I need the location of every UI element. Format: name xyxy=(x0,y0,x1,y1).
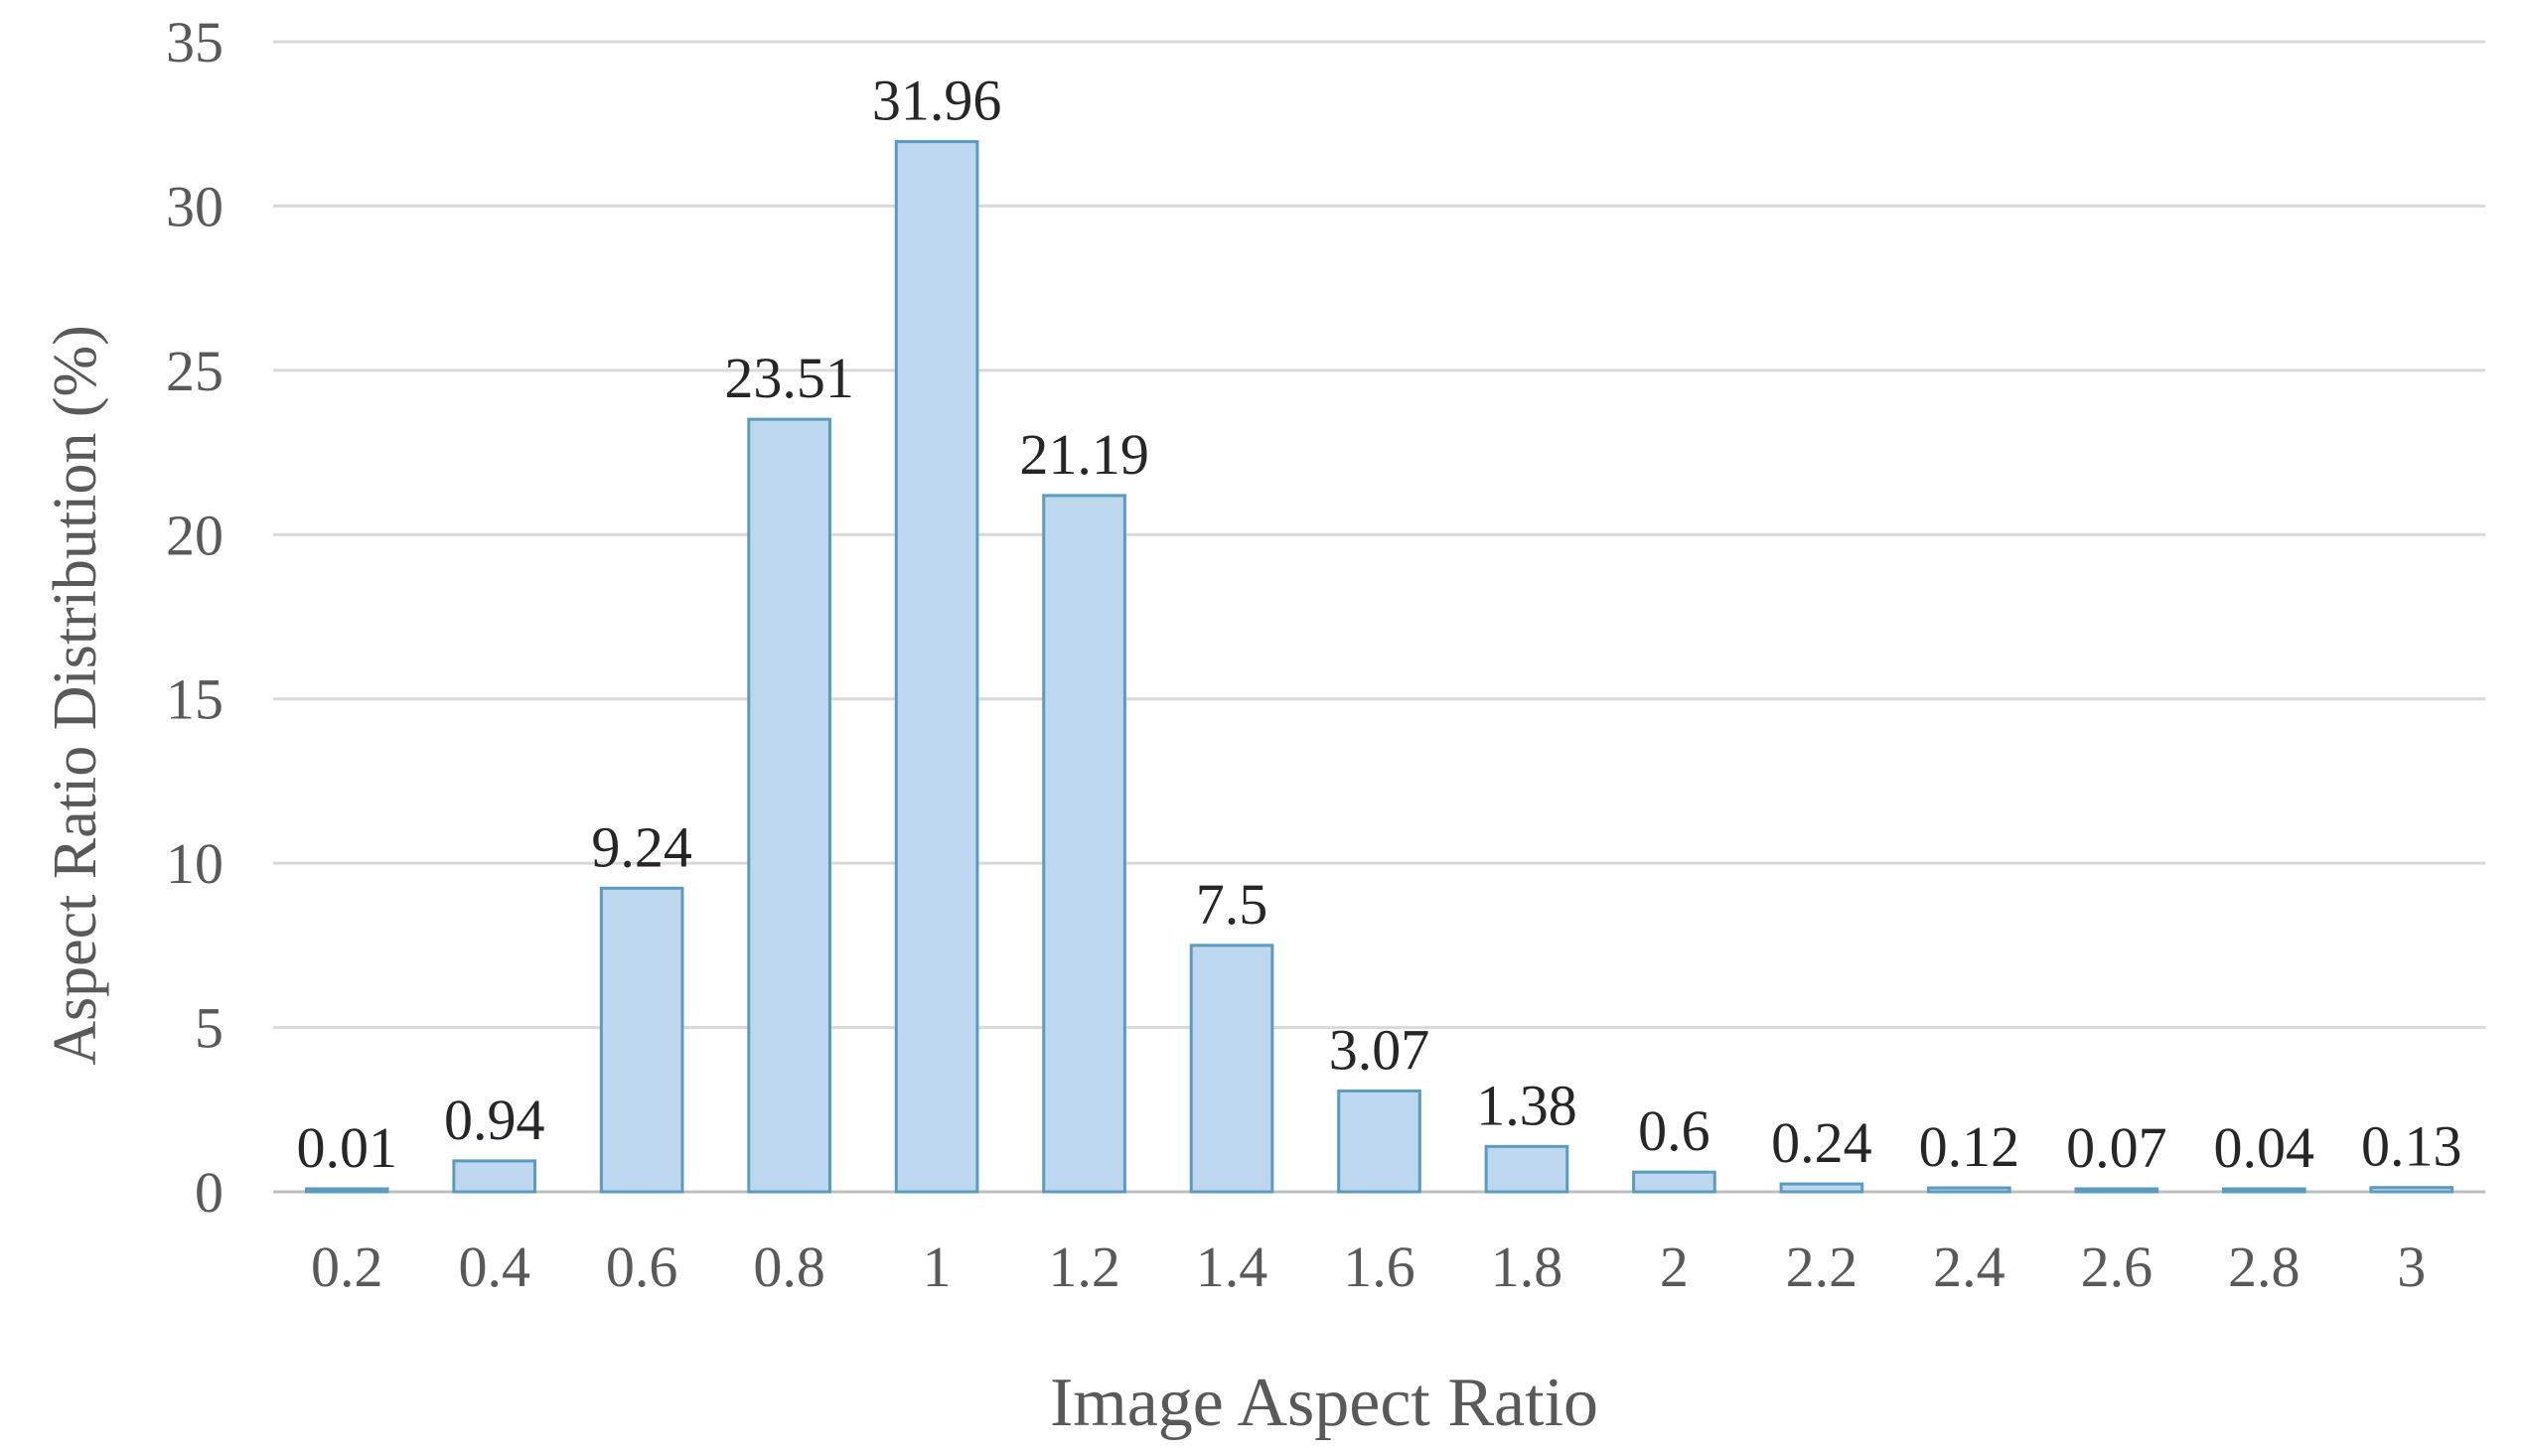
bar xyxy=(1927,1186,2011,1194)
bar xyxy=(1779,1182,1864,1194)
y-tick-label: 0 xyxy=(195,1160,223,1225)
x-tick-label: 1.8 xyxy=(1491,1235,1563,1299)
x-tick-label: 2.8 xyxy=(2228,1235,2301,1299)
data-label: 0.24 xyxy=(1771,1110,1872,1175)
x-tick-label: 0.6 xyxy=(606,1235,678,1299)
data-label: 3.07 xyxy=(1329,1017,1430,1082)
bar xyxy=(1484,1144,1569,1194)
x-tick-label: 2.6 xyxy=(2081,1235,2153,1299)
bar xyxy=(894,140,979,1194)
data-label: 7.5 xyxy=(1196,872,1268,937)
bar xyxy=(2221,1187,2306,1194)
bar xyxy=(599,886,684,1194)
y-tick-label: 30 xyxy=(166,174,223,238)
bar xyxy=(1189,944,1274,1194)
data-label: 1.38 xyxy=(1476,1073,1577,1137)
data-label: 0.6 xyxy=(1638,1098,1710,1163)
data-label: 9.24 xyxy=(591,814,692,879)
x-tick-label: 0.4 xyxy=(458,1235,530,1299)
y-tick-label: 10 xyxy=(166,831,223,896)
x-tick-label: 0.8 xyxy=(753,1235,825,1299)
y-axis-title: Aspect Ratio Distribution (%) xyxy=(42,325,109,1066)
x-tick-label: 1.2 xyxy=(1048,1235,1120,1299)
y-tick-label: 20 xyxy=(166,503,223,567)
y-tick-label: 25 xyxy=(166,339,223,403)
data-label: 0.01 xyxy=(296,1115,397,1180)
data-label: 0.04 xyxy=(2214,1115,2315,1180)
y-tick-label: 35 xyxy=(166,10,223,74)
bar-layer xyxy=(304,140,2454,1194)
data-label: 0.94 xyxy=(444,1088,545,1152)
data-label: 0.07 xyxy=(2066,1115,2167,1180)
x-tick-label: 2 xyxy=(1660,1235,1689,1299)
bar xyxy=(747,417,831,1194)
bar xyxy=(2074,1187,2159,1194)
x-tick-label: 2.2 xyxy=(1786,1235,1858,1299)
y-tick-label: 5 xyxy=(195,996,223,1061)
data-label-layer: 0.01 0.94 9.24 23.51 31.96 21.19 7.5 3.07 1.38 0.… xyxy=(296,69,2461,1180)
x-tick-label: 1.4 xyxy=(1196,1235,1268,1299)
data-label: 31.96 xyxy=(872,69,1002,133)
bar xyxy=(1632,1170,1716,1194)
data-label: 23.51 xyxy=(724,346,854,410)
x-tick-label: 1.6 xyxy=(1343,1235,1415,1299)
x-tick-label: 0.2 xyxy=(311,1235,383,1299)
bar xyxy=(1337,1089,1421,1194)
y-tick-label: 15 xyxy=(166,667,223,732)
data-label: 21.19 xyxy=(1019,422,1149,487)
bar xyxy=(1042,494,1126,1194)
x-axis-title: Image Aspect Ratio xyxy=(1050,1365,1598,1441)
bar xyxy=(452,1159,537,1194)
y-tick-layer: 0 5 10 15 20 25 30 35 xyxy=(166,10,223,1225)
x-tick-label: 2.4 xyxy=(1933,1235,2005,1299)
bar xyxy=(304,1187,389,1194)
x-tick-label: 1 xyxy=(923,1235,952,1299)
data-label: 0.13 xyxy=(2361,1114,2462,1179)
x-tick-layer: 0.2 0.4 0.6 0.8 1 1.2 1.4 1.6 1.8 2 2.2 2.4 2.6 2.8 3 xyxy=(311,1235,2426,1299)
x-tick-label: 3 xyxy=(2397,1235,2426,1299)
bar xyxy=(2369,1186,2454,1194)
data-label: 0.12 xyxy=(1919,1114,2020,1179)
